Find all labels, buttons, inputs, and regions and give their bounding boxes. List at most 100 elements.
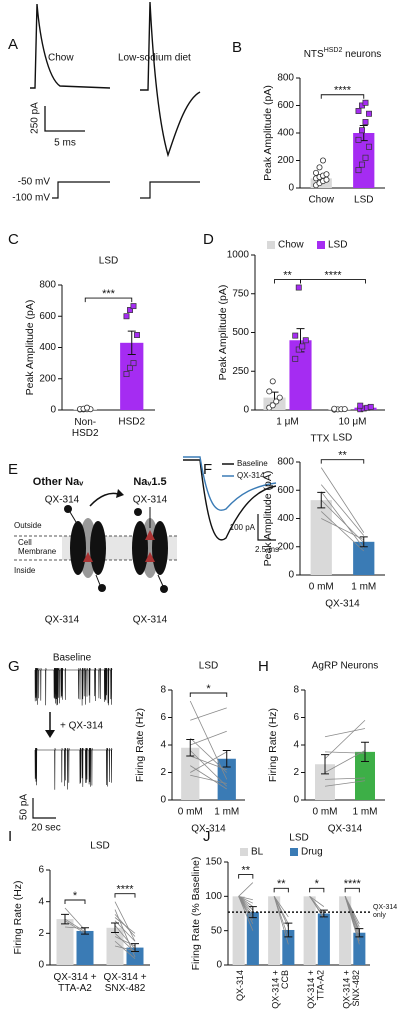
y-tick-label: 150 (205, 857, 222, 868)
title-part: NTS (304, 49, 324, 60)
significance-label: **** (116, 884, 134, 896)
significance-bracket (300, 279, 366, 284)
legend-label: QX-314 (237, 471, 265, 480)
bar (315, 764, 335, 800)
scale-label: 5 ms (54, 138, 76, 149)
x-tick-label: 10 μM (339, 417, 367, 428)
data-point (316, 164, 323, 171)
bar (317, 913, 330, 965)
legend-swatch (267, 241, 275, 249)
y-axis-label: Firing Rate (% Baseline) (190, 857, 202, 971)
scale-label: 100 pA (230, 523, 256, 532)
error-bar (222, 750, 231, 768)
drug-label: QX-314 (45, 615, 80, 626)
paired-line (238, 895, 253, 901)
panel-f-traces: Baseline QX-314 100 pA 2.5 ms (183, 456, 279, 554)
paired-line (320, 499, 365, 543)
x-tick-label: 0 mM (313, 807, 338, 818)
y-tick-label: 4 (160, 740, 166, 751)
data-point (127, 307, 133, 313)
significance-label: * (206, 683, 211, 695)
trace-label: Baseline (53, 653, 92, 664)
paired-line (238, 896, 254, 921)
significance-label: *** (102, 288, 116, 300)
error-bar (81, 927, 89, 935)
bar (56, 919, 74, 965)
data-point (367, 403, 374, 410)
paired-line (114, 925, 136, 950)
significance-bracket (64, 899, 86, 904)
paired-line (190, 707, 227, 721)
chart-title: LSD (333, 433, 352, 444)
paired-line (114, 933, 136, 953)
significance-bracket (273, 887, 289, 893)
bar (339, 896, 352, 965)
paired-line (321, 518, 364, 541)
significance-bracket (309, 887, 325, 893)
region-label: Cell Membrane (18, 538, 57, 556)
channel-label: Naᵥ1.5 (133, 476, 166, 488)
legend-label: Baseline (237, 459, 268, 468)
scale-bar (257, 514, 276, 541)
panel-g-traces: Baseline + QX-314 50 pA 20 sec (19, 653, 113, 834)
y-tick-label: 200 (277, 541, 294, 552)
x-axis-label: QX-314 (325, 599, 360, 610)
data-point (269, 402, 276, 409)
paired-line (344, 896, 360, 933)
region-label: Outside (14, 521, 42, 530)
current-trace (140, 1, 201, 158)
data-point (123, 371, 130, 378)
chart-title: LSD (199, 661, 218, 672)
drug-label: QX-314 (45, 495, 80, 506)
paired-line (190, 751, 227, 773)
channel (70, 521, 86, 575)
data-point (295, 284, 302, 291)
paired-line (273, 896, 289, 924)
error-bar (355, 928, 364, 938)
data-point (341, 406, 348, 413)
significance-bracket (189, 692, 228, 697)
drug (98, 584, 106, 592)
y-tick-label: 8 (293, 685, 299, 696)
data-point (299, 343, 306, 350)
panel-letter: D (203, 231, 214, 248)
voltage-step (52, 181, 110, 199)
y-tick-label: 0 (160, 795, 166, 806)
data-point (292, 355, 299, 362)
data-point (84, 404, 91, 411)
paired-line (64, 920, 86, 934)
paired-line (320, 467, 365, 533)
scale-label: 50 pA (19, 794, 30, 820)
bar (246, 912, 259, 965)
data-point (359, 161, 365, 168)
y-tick-label: 50 (211, 925, 223, 936)
chart-title: AgRP Neurons (312, 661, 379, 672)
panel-letter: E (8, 461, 18, 478)
x-tick-label: Chow (308, 195, 334, 206)
significance-bracket (344, 887, 360, 893)
paired-line (320, 511, 365, 552)
y-tick-label: 4 (293, 740, 299, 751)
y-tick-label: 6 (160, 712, 166, 723)
panel-letter: H (258, 658, 269, 675)
paired-line (324, 751, 366, 754)
y-tick-label: 250 (232, 366, 249, 377)
y-tick-label: 0 (288, 570, 294, 581)
data-point (355, 136, 362, 143)
legend-label: LSD (328, 240, 347, 251)
legend-label: Chow (278, 240, 304, 251)
data-point (312, 169, 319, 176)
y-tick-label: 6 (38, 865, 44, 876)
panel-letter: G (8, 658, 20, 675)
y-axis-label: Firing Rate (Hz) (134, 708, 146, 782)
y-tick-label: 2 (293, 767, 299, 778)
significance-label: * (315, 878, 320, 890)
channel (132, 521, 148, 575)
paired-line (114, 940, 136, 959)
y-tick-label: 200 (277, 155, 294, 166)
drug-stick (157, 574, 164, 587)
paired-line (114, 901, 136, 942)
bar (303, 896, 316, 965)
bar (268, 896, 281, 965)
